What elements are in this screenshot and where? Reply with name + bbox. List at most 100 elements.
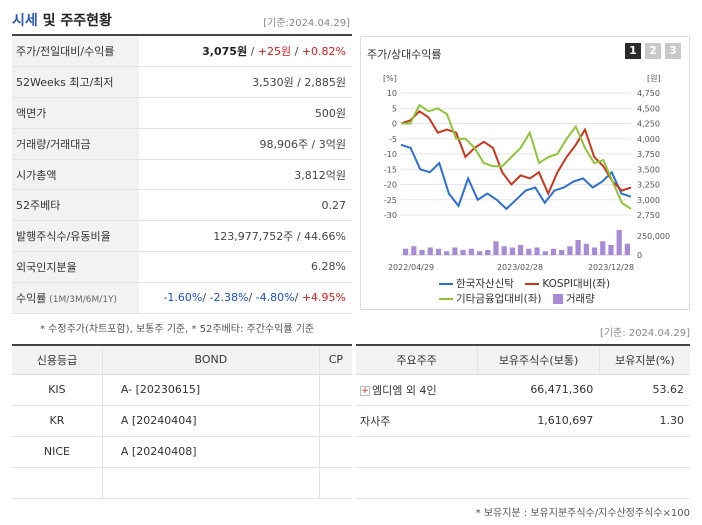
left-tick-label: -5 (389, 135, 397, 144)
row-label-text: 발행주식수/유동비율 (16, 230, 111, 244)
volume-bar (526, 248, 532, 255)
volume-bar (460, 250, 466, 255)
holder-name (356, 467, 478, 499)
volume-bar (435, 248, 442, 255)
holder-name (356, 436, 478, 468)
row-value-part: 3,530원 / 2,885원 (252, 76, 346, 90)
chart-tabs: 1 2 3 (625, 43, 681, 59)
reference-date-holders: [기준: 2024.04.29] (599, 328, 690, 339)
foreign-row: 외국인지분율 6.28% (12, 251, 352, 283)
volume-bar (468, 248, 474, 255)
credit-row: KIS A- [20230615] (12, 374, 352, 406)
chart-tab-3[interactable]: 3 (665, 43, 681, 59)
chart-tab-2[interactable]: 2 (645, 43, 661, 59)
holders-header-name: 주요주주 (356, 344, 479, 375)
right-tick-label: 2,750 (637, 211, 660, 220)
row-label: 시가총액 (12, 159, 139, 191)
x-tick-label: 2023/02/28 (497, 263, 543, 272)
row-value-part: +25원 (257, 45, 292, 59)
row-value: 3,530원 / 2,885원 (139, 66, 352, 99)
volume-bar (403, 248, 409, 255)
row-value-part: -1.60% (163, 291, 203, 305)
credit-header-bond: BOND (102, 344, 320, 375)
credit-agency: KIS (12, 374, 103, 406)
stock-chart: [%] [원] 10 4,750 5 4,500 0 4,250 -5 4,000 -10 3,750… (383, 74, 670, 272)
credit-rating-table: 신용등급 BOND CP KIS A- [20230615] KR A [202404… (12, 344, 352, 499)
volume-bar (624, 243, 630, 255)
legend-swatch-volume (552, 294, 563, 304)
volume-bar (567, 246, 573, 255)
volume-bar (600, 241, 606, 255)
reference-date: [기준:2024.04.29] (263, 18, 350, 29)
right-tick-label: 4,750 (637, 89, 660, 98)
major-holders-table: 주요주주 보유주식수(보통) 보유지분(%) + 엠디엠 외 4인 66,471,3… (356, 344, 690, 499)
section-title-holders: 및 주주현황 (37, 13, 112, 29)
credit-row: KR A [20240404] (12, 405, 352, 437)
row-label-text: 수익률 (16, 291, 47, 305)
row-value-part: -2.38% (209, 291, 249, 305)
holder-name-text: 자사주 (360, 414, 391, 428)
holder-name-text[interactable]: 엠디엠 외 4인 (372, 383, 437, 397)
volume-bar (411, 246, 417, 255)
par-value-row: 액면가 500원 (12, 97, 352, 129)
market-cap-row: 시가총액 3,812억원 (12, 159, 352, 191)
chart-panel: 주가/상대수익률 1 2 3 [%] [원] 10 4,750 5 4,500 0 4,250… (360, 36, 690, 310)
chart-legend: 한국자산신탁 KOSPI대비(좌) 기타금융업대비(좌) 거래량 (439, 277, 689, 307)
right-tick-label: 3,750 (637, 150, 660, 159)
left-tick-label: -25 (384, 196, 397, 205)
credit-row (12, 467, 352, 499)
left-tick-label: -10 (384, 150, 397, 159)
row-label: 52주베타 (12, 189, 139, 222)
row-label-text: 거래량/거래대금 (16, 137, 91, 151)
row-label-text: 52주베타 (16, 199, 61, 213)
volume-bar (427, 247, 433, 255)
credit-agency: KR (12, 405, 103, 437)
holders-header-shares: 보유주식수(보통) (477, 344, 600, 375)
left-tick-label: 5 (392, 104, 397, 113)
row-value: 500원 (139, 97, 352, 129)
row-value-part: / (294, 291, 302, 305)
credit-bond: A [20240404] (102, 405, 320, 437)
return-row: 수익률 (1M/3M/6M/1Y) -1.60%/ -2.38%/ -4.80%/… (12, 282, 352, 314)
row-label: 발행주식수/유동비율 (12, 220, 139, 253)
chart-tab-1[interactable]: 1 (625, 43, 641, 59)
volume-bar (550, 248, 557, 255)
legend-label-sector: 기타금융업대비(좌) (456, 293, 542, 305)
right-axis-unit: [원] (647, 74, 661, 83)
credit-cp (319, 374, 352, 406)
beta-row: 52주베타 0.27 (12, 189, 352, 222)
right-tick-label: 3,250 (637, 181, 660, 190)
expand-icon[interactable]: + (360, 385, 370, 396)
legend-item-volume: 거래량 (552, 292, 595, 307)
legend-label-company: 한국자산신탁 (456, 278, 514, 290)
row-value: 3,075원 / +25원 / +0.82% (139, 36, 352, 68)
credit-bond: A [20240408] (102, 436, 320, 468)
row-value: 123,977,752주 / 44.66% (139, 220, 352, 253)
row-value-part: / (202, 291, 210, 305)
holder-row (356, 436, 690, 468)
holders-header-percent: 보유지분(%) (599, 344, 690, 375)
row-label: 주가/전일대비/수익률 (12, 36, 139, 68)
volume-bar (501, 246, 507, 255)
row-label: 액면가 (12, 97, 139, 129)
legend-item-company: 한국자산신탁 (439, 277, 514, 292)
chart-title: 주가/상대수익률 (367, 48, 442, 61)
row-value-part: / (248, 291, 256, 305)
series-line-2 (401, 103, 632, 210)
row-value-part: -4.80% (255, 291, 295, 305)
volume-bar (419, 250, 425, 255)
volume-bar (591, 247, 598, 255)
legend-line-kospi (525, 283, 540, 285)
credit-agency: NICE (12, 436, 103, 468)
credit-bond (102, 467, 320, 499)
volume-bar (583, 243, 589, 255)
right-tick-label: 3,500 (637, 165, 660, 174)
credit-bond: A- [20230615] (102, 374, 320, 406)
row-label-sub: (1M/3M/6M/1Y) (46, 294, 118, 305)
section-title-market: 시세 (12, 13, 38, 29)
left-tick-label: -15 (384, 165, 397, 174)
row-value-part: / (291, 45, 302, 59)
holder-shares: 66,471,360 (477, 374, 600, 406)
holder-shares (477, 467, 600, 499)
volume-bar (542, 251, 548, 255)
